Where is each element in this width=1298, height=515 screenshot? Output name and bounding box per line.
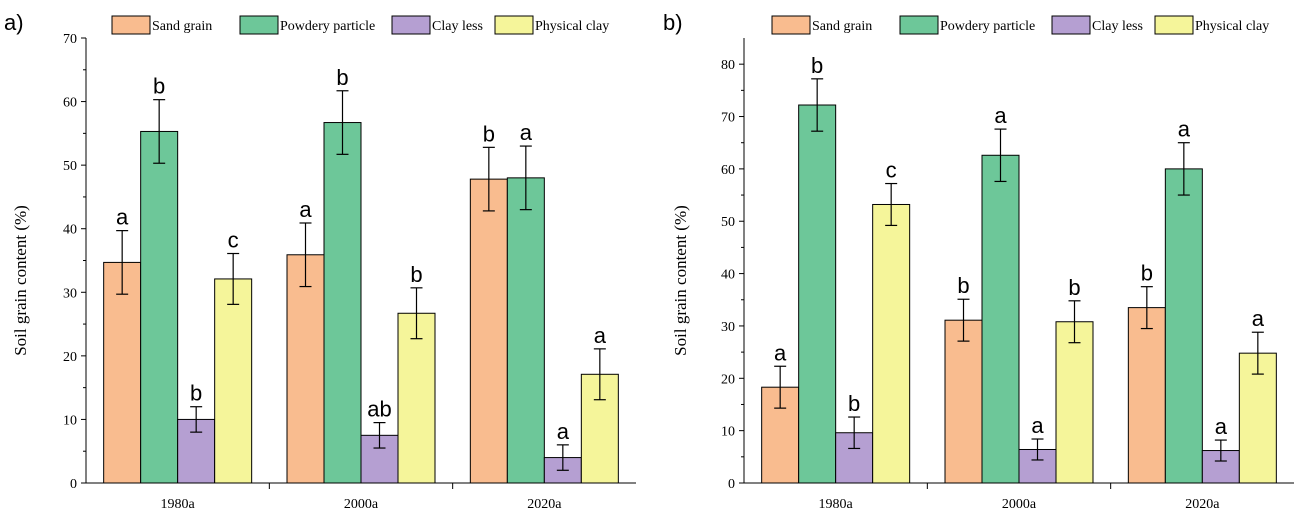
y-tick-label: 50 — [721, 215, 735, 230]
bar — [506, 177, 545, 484]
significance-label: b — [1068, 275, 1080, 300]
legend-swatch — [899, 15, 939, 35]
legend-label: Sand grain — [812, 19, 872, 34]
legend-label: Clay less — [432, 19, 483, 34]
legend-swatch — [494, 15, 534, 35]
significance-label: a — [116, 205, 129, 230]
x-tick-label: 1980a — [161, 497, 196, 512]
chart-panel-0: a) 0 10 20 30 40 50 60 70 Soil grain content (%) 1… — [4, 10, 636, 512]
bar — [981, 154, 1020, 484]
panel-label: b) — [663, 10, 683, 35]
y-tick-label: 40 — [63, 223, 77, 238]
y-tick-label: 20 — [721, 372, 735, 387]
chart-panel-1: b) 0 10 20 30 40 50 60 70 80 Soil grain content (%… — [663, 10, 1294, 512]
legend-label: Powdery particle — [280, 19, 375, 34]
x-tick-label: 2000a — [1002, 497, 1037, 512]
significance-label: b — [1141, 261, 1153, 286]
bar — [944, 319, 983, 484]
legend-swatch — [111, 15, 151, 35]
significance-label: a — [1215, 414, 1228, 439]
bar — [1127, 307, 1166, 484]
significance-label: a — [594, 323, 607, 348]
significance-label: b — [957, 273, 969, 298]
legend-swatch — [391, 15, 431, 35]
bar — [580, 373, 619, 484]
bar — [323, 122, 362, 484]
y-tick-label: 70 — [63, 32, 77, 47]
y-tick-label: 70 — [721, 111, 735, 126]
significance-label: b — [848, 391, 860, 416]
y-tick-label: 40 — [721, 268, 735, 283]
y-axis-label: Soil grain content (%) — [11, 205, 30, 356]
significance-label: b — [336, 65, 348, 90]
legend-label: Clay less — [1092, 19, 1143, 34]
y-tick-label: 10 — [63, 413, 77, 428]
significance-label: ab — [367, 397, 391, 422]
legend-swatch — [239, 15, 279, 35]
legend-swatch — [1154, 15, 1194, 35]
significance-label: a — [774, 340, 787, 365]
significance-label: a — [1031, 413, 1044, 438]
bar — [1055, 321, 1094, 484]
y-tick-label: 50 — [63, 159, 77, 174]
x-tick-label: 2020a — [527, 497, 562, 512]
significance-label: b — [190, 381, 202, 406]
bar — [872, 203, 911, 484]
bar — [103, 261, 142, 484]
significance-label: a — [557, 419, 570, 444]
legend-swatch — [1051, 15, 1091, 35]
legend-label: Physical clay — [535, 19, 609, 34]
significance-label: a — [520, 120, 533, 145]
significance-label: c — [886, 158, 897, 183]
bar — [469, 178, 508, 484]
x-tick-label: 1980a — [819, 497, 854, 512]
significance-label: a — [299, 197, 312, 222]
significance-label: a — [994, 103, 1007, 128]
y-tick-label: 80 — [721, 58, 735, 73]
bar — [286, 254, 325, 484]
y-tick-label: 10 — [721, 425, 735, 440]
x-tick-label: 2000a — [344, 497, 379, 512]
significance-label: c — [228, 228, 239, 253]
bar — [1238, 352, 1277, 484]
significance-label: b — [483, 121, 495, 146]
y-tick-label: 60 — [721, 163, 735, 178]
panel-label: a) — [4, 10, 24, 35]
significance-label: b — [410, 262, 422, 287]
bar — [360, 434, 399, 484]
y-axis-label: Soil grain content (%) — [671, 205, 690, 356]
significance-label: a — [1178, 117, 1191, 142]
y-tick-label: 60 — [63, 96, 77, 111]
bar — [798, 104, 837, 484]
legend-label: Sand grain — [152, 19, 212, 34]
legend-label: Physical clay — [1195, 19, 1269, 34]
y-tick-label: 30 — [721, 320, 735, 335]
bar — [1164, 168, 1203, 484]
significance-label: b — [153, 74, 165, 99]
y-tick-label: 0 — [728, 477, 735, 492]
x-tick-label: 2020a — [1185, 497, 1220, 512]
y-tick-label: 30 — [63, 286, 77, 301]
bar — [214, 278, 253, 484]
bar — [397, 312, 436, 484]
significance-label: a — [1252, 306, 1265, 331]
bar — [140, 130, 179, 484]
legend-swatch — [771, 15, 811, 35]
significance-label: b — [811, 53, 823, 78]
y-tick-label: 20 — [63, 350, 77, 365]
legend-label: Powdery particle — [940, 19, 1035, 34]
y-tick-label: 0 — [70, 477, 77, 492]
